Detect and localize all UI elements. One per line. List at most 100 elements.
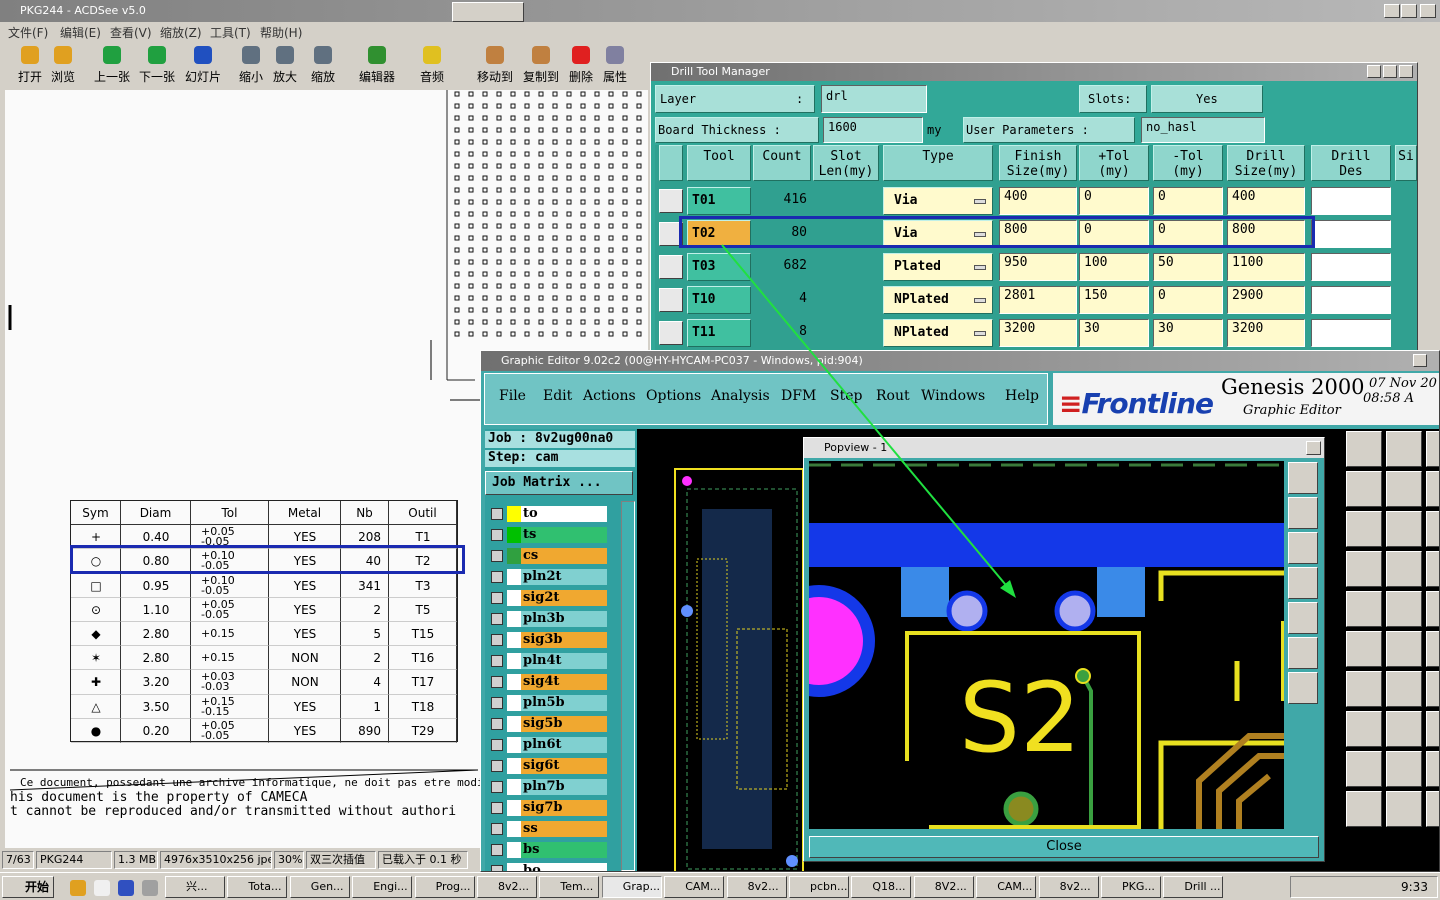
value-input[interactable]: 400: [999, 187, 1077, 215]
layer-row[interactable]: pln2t: [487, 568, 609, 586]
toolbar-button[interactable]: 音频: [410, 44, 454, 86]
popview-close-button[interactable]: Close: [809, 836, 1319, 858]
tool-button[interactable]: [1386, 591, 1422, 627]
tool-button[interactable]: [1346, 671, 1382, 707]
task-button[interactable]: Tota...: [227, 876, 288, 898]
toolbar-button[interactable]: 移动到: [473, 44, 517, 86]
value-input[interactable]: 0: [1079, 187, 1149, 215]
value-input[interactable]: [1311, 319, 1391, 347]
tool-button[interactable]: [1386, 431, 1422, 467]
tool-button[interactable]: [1386, 791, 1422, 827]
close-button[interactable]: [1306, 441, 1321, 455]
type-dropdown[interactable]: NPlated: [883, 286, 993, 314]
tool-cell[interactable]: T02: [687, 220, 751, 248]
menu-item[interactable]: File: [499, 388, 526, 404]
task-button[interactable]: PKG...: [1101, 876, 1161, 898]
value-input[interactable]: 400: [1227, 187, 1305, 215]
tool-button[interactable]: [1426, 511, 1439, 547]
value-input[interactable]: 30: [1079, 319, 1149, 347]
value-input[interactable]: 2900: [1227, 286, 1305, 314]
task-button[interactable]: Engi...: [352, 876, 413, 898]
quick-launch[interactable]: [118, 880, 134, 896]
tool-button[interactable]: [1386, 471, 1422, 507]
task-button[interactable]: CAM...: [664, 876, 725, 898]
menu-item[interactable]: Edit: [543, 388, 573, 404]
task-button[interactable]: Drill ...: [1163, 876, 1224, 898]
layer-row[interactable]: pln3b: [487, 610, 609, 628]
tool-button[interactable]: [1386, 751, 1422, 787]
minimize-button[interactable]: [1413, 354, 1427, 367]
menu-item[interactable]: Step: [830, 388, 863, 404]
tool-button[interactable]: [1288, 567, 1318, 599]
task-button[interactable]: Tem...: [539, 876, 600, 898]
tool-cell[interactable]: T01: [687, 187, 751, 215]
toolbar-button[interactable]: 复制到: [519, 44, 563, 86]
quick-launch[interactable]: [94, 880, 110, 896]
tool-button[interactable]: [1288, 532, 1318, 564]
tool-button[interactable]: [1426, 791, 1439, 827]
tool-button[interactable]: [1386, 671, 1422, 707]
value-input[interactable]: 30: [1153, 319, 1223, 347]
value-input[interactable]: 0: [1153, 187, 1223, 215]
value-input[interactable]: 0: [1079, 220, 1149, 248]
tool-button[interactable]: [1288, 672, 1318, 704]
layer-row[interactable]: sig5b: [487, 715, 609, 733]
job-matrix-button[interactable]: Job Matrix ...: [485, 471, 633, 495]
toolbar-button[interactable]: 缩小: [229, 44, 273, 86]
tool-cell[interactable]: T11: [687, 319, 751, 347]
toolbar-button[interactable]: 属性: [593, 44, 637, 86]
tool-button[interactable]: [1346, 551, 1382, 587]
menu-item[interactable]: Options: [646, 388, 702, 404]
tool-button[interactable]: [1426, 671, 1439, 707]
value-input[interactable]: 0: [1153, 286, 1223, 314]
task-button[interactable]: 8V2...: [913, 876, 974, 898]
value-input[interactable]: 1100: [1227, 253, 1305, 281]
value-input[interactable]: [1311, 220, 1391, 248]
tool-button[interactable]: [1346, 791, 1382, 827]
tool-button[interactable]: [1426, 751, 1439, 787]
tool-button[interactable]: [1426, 591, 1439, 627]
minimize-button[interactable]: [1384, 4, 1400, 18]
minimize-button[interactable]: [1367, 65, 1381, 78]
toolbar-button[interactable]: 幻灯片: [181, 44, 225, 86]
slots-dropdown[interactable]: Yes: [1151, 85, 1263, 113]
scrollbar[interactable]: [621, 501, 635, 871]
menu-item[interactable]: Rout: [876, 388, 910, 404]
tool-button[interactable]: [1426, 431, 1439, 467]
value-input[interactable]: [1311, 187, 1391, 215]
tool-button[interactable]: [1346, 711, 1382, 747]
tool-button[interactable]: [1426, 551, 1439, 587]
menu-item[interactable]: 工具(T): [210, 26, 251, 40]
expand-button[interactable]: [659, 189, 683, 213]
expand-button[interactable]: [659, 288, 683, 312]
value-input[interactable]: 800: [999, 220, 1077, 248]
tool-button[interactable]: [1386, 711, 1422, 747]
menu-item[interactable]: Help: [1005, 388, 1039, 404]
task-button[interactable]: 8v2...: [1038, 876, 1099, 898]
layer-input[interactable]: drl: [821, 85, 927, 113]
thickness-input[interactable]: 1600: [823, 117, 923, 143]
maximize-button[interactable]: [1401, 4, 1417, 18]
layer-row[interactable]: sig6t: [487, 757, 609, 775]
tool-cell[interactable]: T03: [687, 253, 751, 281]
task-button[interactable]: Grap...: [601, 876, 662, 898]
maximize-button[interactable]: [1383, 65, 1397, 78]
layer-row[interactable]: pln6t: [487, 736, 609, 754]
layer-row[interactable]: cs: [487, 547, 609, 565]
menu-item[interactable]: Windows: [921, 388, 986, 404]
tool-button[interactable]: [1346, 631, 1382, 667]
toolbar-button[interactable]: 浏览: [41, 44, 85, 86]
layer-row[interactable]: pln5b: [487, 694, 609, 712]
value-input[interactable]: [1311, 286, 1391, 314]
layer-row[interactable]: bo: [487, 862, 609, 871]
close-button[interactable]: [1399, 65, 1413, 78]
value-input[interactable]: [1311, 253, 1391, 281]
type-dropdown[interactable]: Via: [883, 187, 993, 215]
tool-button[interactable]: [1288, 637, 1318, 669]
layer-row[interactable]: ts: [487, 526, 609, 544]
layer-row[interactable]: to: [487, 505, 609, 523]
task-button[interactable]: 8v2...: [477, 876, 537, 898]
task-button[interactable]: 8v2...: [726, 876, 787, 898]
toolbar-button[interactable]: 缩放: [301, 44, 345, 86]
tool-button[interactable]: [1426, 471, 1439, 507]
